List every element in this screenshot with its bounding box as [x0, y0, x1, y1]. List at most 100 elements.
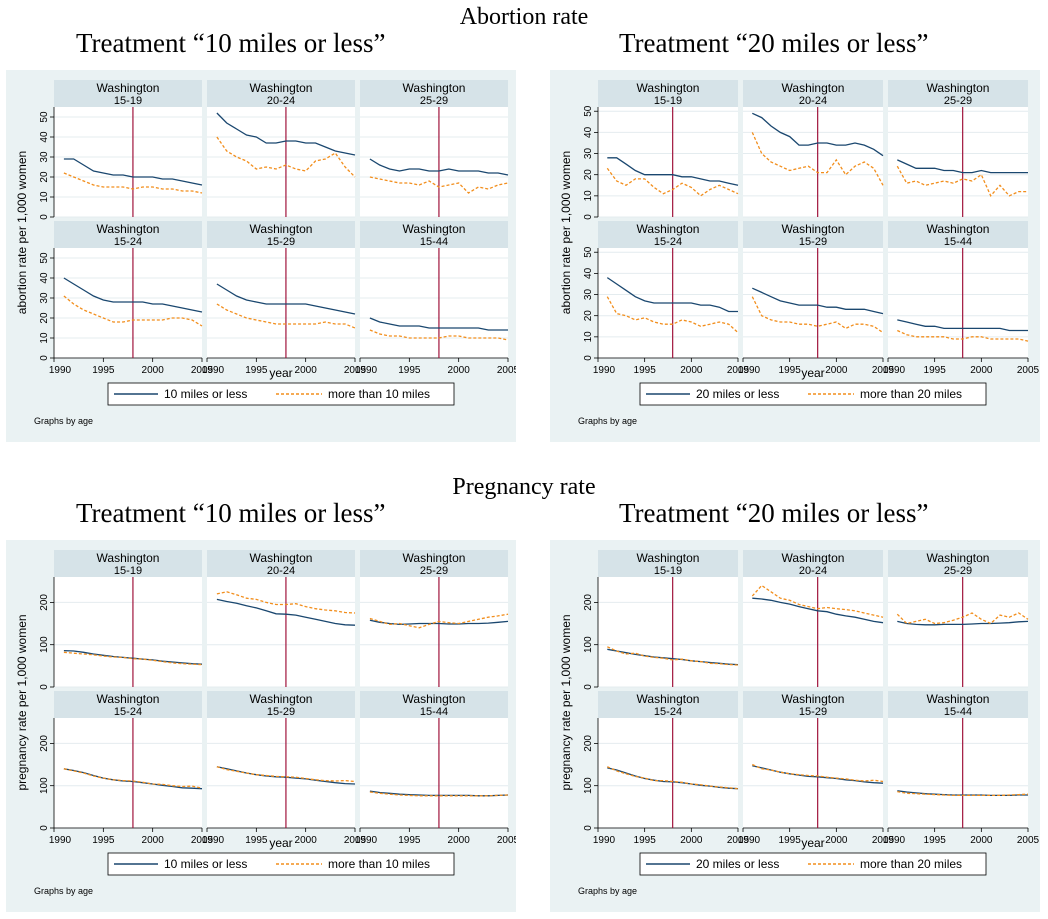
- x-tick-label: 2000: [295, 365, 318, 376]
- y-tick-label: 10: [39, 332, 50, 344]
- series-line-control: [369, 176, 509, 194]
- treatment-title-20: Treatment “20 miles or less”: [619, 498, 929, 528]
- subplot-age-group: 15-19: [654, 95, 682, 107]
- series-line-control: [369, 791, 509, 797]
- subplot-header: [207, 550, 355, 577]
- x-tick-label: 1990: [883, 835, 906, 846]
- plot-area: [54, 718, 202, 828]
- series-line-control: [63, 651, 203, 666]
- x-tick-label: 1995: [245, 835, 268, 846]
- abortion-rate-chart-20-miles: Washington15-1901020304050Washington20-2…: [550, 70, 1040, 442]
- subplot-title: Washington: [250, 81, 313, 95]
- series-line-treated: [897, 620, 1029, 626]
- series-line-treated: [216, 112, 356, 156]
- x-tick-label: 2005: [344, 365, 367, 376]
- subplot-header: [360, 221, 508, 248]
- series-line-control: [607, 646, 739, 666]
- series-line-control: [751, 584, 884, 618]
- subplot-age-group: 15-29: [267, 236, 295, 248]
- plot-area: [743, 718, 883, 828]
- x-axis-title: year: [801, 366, 824, 380]
- legend-label-control: more than 20 miles: [860, 387, 962, 401]
- subplot-age-group: 15-19: [654, 565, 682, 577]
- x-tick-label: 1990: [49, 835, 72, 846]
- x-tick-label: 1990: [593, 365, 616, 376]
- series-line-control: [369, 329, 509, 341]
- series-line-control: [607, 766, 739, 790]
- x-tick-label: 1990: [883, 365, 906, 376]
- subplot-age-group: 15-24: [654, 706, 682, 718]
- subplot-header: [743, 221, 883, 248]
- subplot-age-group: 15-19: [114, 565, 142, 577]
- legend: 20 miles or less more than 20 miles: [639, 382, 987, 406]
- subplot-header: [207, 80, 355, 107]
- series-line-treated: [216, 598, 356, 626]
- legend-label-control: more than 10 miles: [328, 387, 430, 401]
- subplot-age-group: 15-44: [420, 706, 448, 718]
- series-line-treated: [63, 649, 203, 665]
- subplot-header: [207, 691, 355, 718]
- legend: 10 miles or less more than 10 miles: [107, 852, 455, 876]
- x-tick-label: 2005: [497, 365, 516, 376]
- series-line-control: [369, 613, 509, 629]
- x-tick-label: 2005: [872, 365, 895, 376]
- y-tick-label: 50: [39, 252, 50, 264]
- series-line-treated: [216, 283, 356, 315]
- x-tick-label: 2005: [191, 835, 214, 846]
- subplot-age-group: 15-29: [799, 706, 827, 718]
- subplot-header: [598, 80, 738, 107]
- series-line-treated: [607, 157, 739, 186]
- y-tick-label: 40: [583, 126, 594, 138]
- series-line-treated: [369, 619, 509, 626]
- y-tick-label: 0: [583, 355, 594, 361]
- y-tick-label: 200: [583, 594, 594, 611]
- subplot-age-group: 15-24: [114, 236, 142, 248]
- plot-area: [360, 577, 508, 687]
- series-line-treated: [752, 597, 884, 624]
- plot-area: [598, 718, 738, 828]
- x-tick-label: 1995: [92, 835, 115, 846]
- subplot-title: Washington: [637, 692, 700, 706]
- subplot-title: Washington: [250, 692, 313, 706]
- subplot-header: [743, 691, 883, 718]
- subplot-header: [598, 691, 738, 718]
- series-line-control: [606, 167, 739, 197]
- subplot-header: [888, 221, 1028, 248]
- plot-area: [888, 107, 1028, 217]
- y-tick-label: 200: [39, 594, 50, 611]
- y-tick-label: 30: [583, 148, 594, 160]
- y-tick-label: 100: [583, 777, 594, 794]
- subplot-title: Washington: [403, 222, 466, 236]
- subplot-title: Washington: [403, 551, 466, 565]
- subplot-age-group: 25-29: [944, 565, 972, 577]
- y-tick-label: 200: [39, 735, 50, 752]
- subplot-title: Washington: [927, 692, 990, 706]
- subplot-title: Washington: [403, 692, 466, 706]
- x-tick-label: 2000: [142, 365, 165, 376]
- subplot-title: Washington: [927, 551, 990, 565]
- plot-area: [888, 718, 1028, 828]
- subplot-title: Washington: [97, 81, 160, 95]
- subplot-header: [54, 550, 202, 577]
- legend: 10 miles or less more than 10 miles: [107, 382, 455, 406]
- treatment-title-10: Treatment “10 miles or less”: [76, 28, 386, 58]
- x-tick-label: 2000: [448, 835, 471, 846]
- subplot-header: [743, 550, 883, 577]
- y-tick-label: 10: [583, 331, 594, 343]
- x-tick-label: 2005: [727, 365, 750, 376]
- x-tick-label: 1995: [398, 365, 421, 376]
- legend-label-control: more than 20 miles: [860, 857, 962, 871]
- subplot-title: Washington: [250, 551, 313, 565]
- series-line-control: [216, 591, 356, 614]
